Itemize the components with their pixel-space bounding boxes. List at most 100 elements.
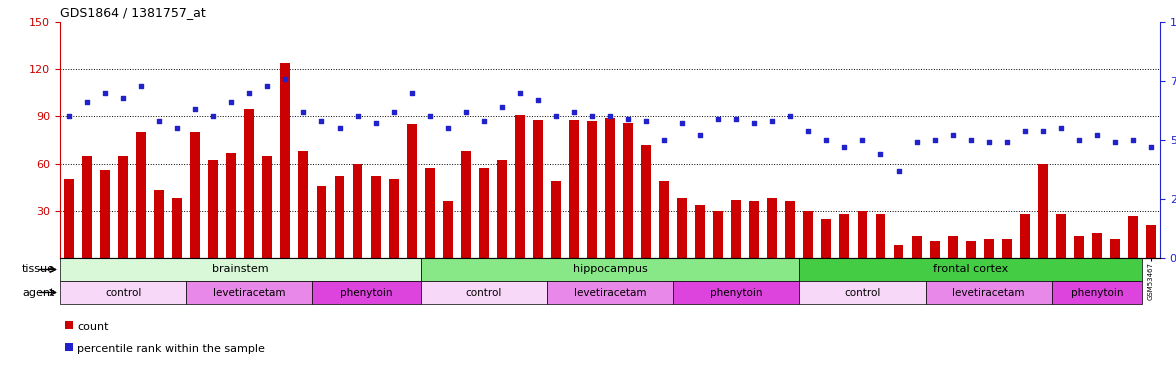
Text: levetiracetam: levetiracetam [574,288,647,297]
Point [1105,140,1124,146]
Point [980,140,998,146]
Bar [1056,214,1065,258]
Bar [479,168,489,258]
Bar [926,281,1051,304]
Point [961,137,980,143]
Bar [876,214,886,258]
Bar [749,201,760,258]
Bar [65,321,73,329]
Point [582,113,601,119]
Bar [786,201,795,258]
Text: phenytoin: phenytoin [340,288,393,297]
Text: tissue: tissue [22,264,55,274]
Point [132,83,151,89]
Point [744,120,763,126]
Point [294,109,313,115]
Point [997,140,1016,146]
Text: percentile rank within the sample: percentile rank within the sample [76,344,265,354]
Bar [1093,233,1102,258]
Point [528,97,547,103]
Bar [659,181,669,258]
Bar [857,211,868,258]
Bar [370,176,381,258]
Point [709,116,728,122]
Text: levetiracetam: levetiracetam [213,288,286,297]
Point [871,151,890,157]
Text: GDS1864 / 1381757_at: GDS1864 / 1381757_at [60,6,206,19]
Point [312,118,330,124]
Point [1051,125,1070,131]
Bar [930,241,940,258]
Text: levetiracetam: levetiracetam [953,288,1025,297]
Bar [421,258,800,281]
Bar [60,281,186,304]
Bar [604,118,615,258]
Bar [1147,225,1156,258]
Point [1034,128,1053,134]
Bar [677,198,687,258]
Point [601,113,620,119]
Point [276,76,295,82]
Bar [515,115,524,258]
Bar [82,156,92,258]
Point [636,118,655,124]
Bar [800,281,926,304]
Text: hippocampus: hippocampus [573,264,647,274]
Bar [461,151,470,258]
Point [420,113,439,119]
Point [95,90,114,96]
Point [439,125,457,131]
Point [385,109,403,115]
Bar [1110,239,1120,258]
Point [222,99,241,105]
Bar [388,179,399,258]
Bar [695,204,706,258]
Bar [496,160,507,258]
Point [474,118,493,124]
Bar [421,281,547,304]
Bar [911,236,922,258]
Bar [226,153,236,258]
Bar [407,124,416,258]
Bar [623,123,633,258]
Text: phenytoin: phenytoin [1070,288,1123,297]
Bar [894,245,903,258]
Point [673,120,691,126]
Point [1088,132,1107,138]
Point [402,90,421,96]
Point [564,109,583,115]
Bar [550,181,561,258]
Point [203,113,222,119]
Bar [547,281,673,304]
Text: agent: agent [22,288,55,297]
Bar [821,219,831,258]
Point [78,99,96,105]
Bar [533,120,543,258]
Point [889,168,908,174]
Bar [948,236,957,258]
Bar [313,281,421,304]
Point [547,113,566,119]
Bar [100,170,111,258]
Bar [334,176,345,258]
Bar [442,201,453,258]
Point [655,137,674,143]
Point [168,125,187,131]
Point [763,118,782,124]
Bar [1038,164,1048,258]
Point [330,125,349,131]
Bar [1128,216,1138,258]
Point [1069,137,1088,143]
Point [510,90,529,96]
Bar [1051,281,1142,304]
Bar [280,63,290,258]
Bar [425,168,435,258]
Point [60,113,79,119]
Bar [353,164,362,258]
Point [366,120,385,126]
Bar [587,121,597,258]
Bar [641,145,652,258]
Point [1142,144,1161,150]
Bar [1020,214,1030,258]
Point [690,132,709,138]
